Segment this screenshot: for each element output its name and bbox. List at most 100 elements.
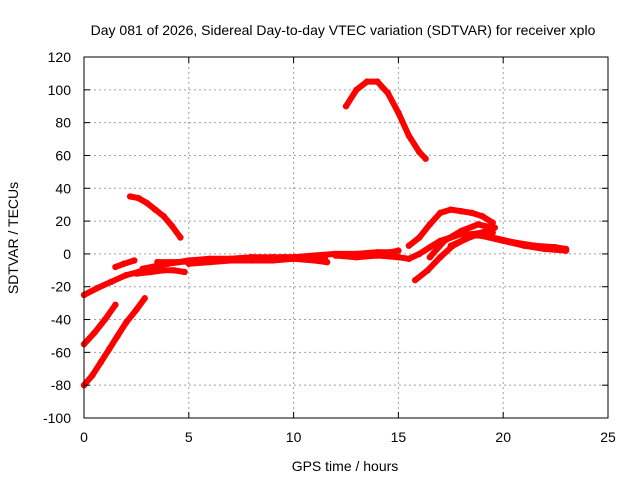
data-point [175, 258, 182, 266]
series-arc-4 [112, 257, 138, 271]
data-point [479, 212, 486, 220]
data-point [353, 253, 360, 261]
y-tick-label: 20 [55, 213, 71, 229]
data-point [311, 257, 318, 264]
data-point [374, 78, 381, 85]
data-point [206, 258, 213, 266]
data-point [122, 319, 130, 327]
data-point [89, 372, 96, 379]
data-point [332, 252, 339, 259]
data-point [168, 222, 176, 230]
data-point [101, 316, 109, 323]
data-point [141, 295, 148, 302]
y-tick-label: -20 [51, 279, 71, 295]
data-point [290, 255, 297, 263]
data-point [447, 206, 454, 213]
y-tick-label: 0 [63, 246, 71, 262]
x-axis-label: GPS time / hours [292, 458, 399, 474]
x-tick-label: 10 [286, 429, 302, 445]
series-arc-10 [342, 78, 429, 162]
data-point [395, 247, 402, 254]
data-point [112, 263, 119, 271]
data-point [112, 301, 119, 308]
data-point [154, 258, 161, 266]
y-tick-label: -100 [43, 410, 71, 426]
data-point [131, 257, 138, 264]
chart-title: Day 081 of 2026, Sidereal Day-to-day VTE… [91, 22, 596, 38]
data-point [374, 252, 381, 259]
data-point [491, 224, 499, 231]
tick-labels: 0 5 10 15 20 25 -100 -80 -60 -40 -20 0 20 40 60 80 100 12… [43, 49, 616, 445]
y-tick-label: 100 [48, 82, 72, 98]
series-arc-17 [489, 234, 570, 253]
x-tick-label: 25 [600, 429, 616, 445]
data-point [93, 285, 100, 292]
data-point [139, 265, 146, 272]
data-point [384, 89, 392, 97]
y-tick-label: 80 [55, 115, 71, 131]
data-point [126, 193, 134, 200]
data-point [416, 234, 423, 241]
x-tick-label: 15 [391, 429, 407, 445]
y-tick-label: -60 [51, 344, 71, 360]
series-arc-12 [405, 206, 496, 249]
data-point [152, 206, 159, 213]
data-point [160, 267, 167, 274]
data-point [424, 267, 431, 274]
y-tick-label: 40 [55, 180, 71, 196]
y-tick-label: -80 [51, 377, 71, 393]
data-point [108, 278, 115, 286]
data-point [185, 260, 192, 267]
data-point [426, 221, 434, 228]
data-point [562, 245, 570, 253]
data-point [458, 208, 465, 215]
plot-frame [83, 56, 609, 419]
y-tick-label: 60 [55, 147, 71, 163]
data-point [458, 231, 465, 238]
data-point [135, 194, 142, 202]
data-point [437, 209, 444, 217]
data-point [405, 242, 413, 249]
data-point [411, 276, 419, 284]
data-point [122, 272, 130, 279]
data-point [552, 244, 559, 251]
data-point [531, 242, 538, 249]
data-point [181, 268, 188, 276]
series-line [81, 303, 118, 347]
data-point [416, 250, 423, 258]
data-point [353, 86, 360, 94]
data-point [426, 244, 434, 251]
data-point [510, 239, 517, 246]
data-point [474, 221, 482, 228]
data-point [248, 257, 255, 264]
axis-ticks [83, 56, 609, 419]
data-point [114, 332, 121, 340]
series-arc-9 [185, 255, 331, 267]
data-point [170, 267, 178, 274]
data-point [105, 345, 113, 353]
data-point [363, 78, 371, 85]
data-point [416, 148, 423, 156]
data-point [405, 132, 413, 139]
data-point [227, 257, 234, 264]
data-point [395, 253, 402, 261]
data-point [489, 234, 496, 241]
data-point [405, 255, 413, 263]
x-tick-label: 5 [185, 429, 193, 445]
series-arc-6 [133, 267, 188, 277]
data-point [468, 209, 475, 217]
data-point [437, 253, 444, 261]
series-line [188, 255, 328, 267]
grid-lines [84, 57, 608, 418]
data-point [395, 109, 402, 116]
data-point [97, 359, 104, 366]
data-point [143, 199, 151, 207]
y-axis-label: SDTVAR / TECUs [5, 182, 21, 294]
y-tick-label: -40 [51, 312, 71, 328]
data-point [91, 329, 98, 336]
data-point [120, 260, 128, 267]
data-point [426, 253, 434, 261]
data-point [342, 103, 350, 110]
